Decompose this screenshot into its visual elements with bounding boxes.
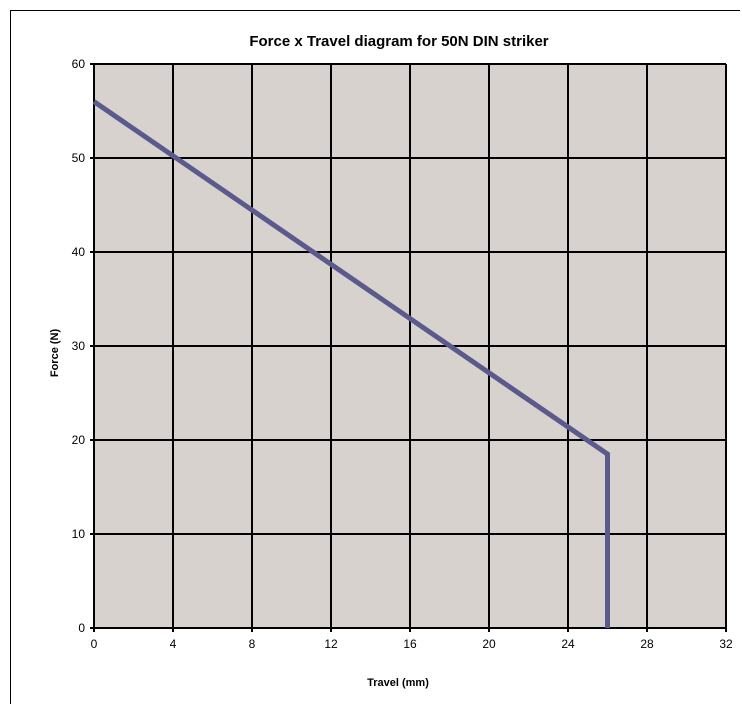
x-tick-label: 32: [719, 637, 733, 651]
x-tick-label: 0: [91, 637, 98, 651]
x-tick-label: 12: [324, 637, 338, 651]
series-layer: [92, 99, 610, 628]
y-tick-label: 20: [72, 433, 86, 447]
y-tick-label: 40: [72, 245, 86, 259]
y-axis-label: Force (N): [49, 329, 61, 378]
x-tick-label: 4: [170, 637, 177, 651]
grid-lines: [90, 63, 727, 632]
x-tick-labels: 0 4 8 12 16 20 24 28 32: [91, 637, 733, 651]
x-tick-label: 8: [249, 637, 256, 651]
x-tick-label: 28: [640, 637, 654, 651]
chart-frame: [10, 10, 740, 704]
x-tick-label: 20: [482, 637, 496, 651]
y-tick-label: 50: [72, 151, 86, 165]
y-tick-labels: 0 10 20 30 40 50 60: [72, 57, 86, 635]
y-tick-label: 60: [72, 57, 86, 71]
y-tick-label: 0: [78, 621, 85, 635]
chart-title: Force x Travel diagram for 50N DIN strik…: [249, 33, 548, 50]
x-tick-label: 24: [561, 637, 575, 651]
force-travel-line: [92, 99, 610, 628]
y-tick-label: 30: [72, 339, 86, 353]
x-tick-label: 16: [403, 637, 417, 651]
y-tick-label: 10: [72, 527, 86, 541]
x-axis-label: Travel (mm): [367, 677, 429, 689]
